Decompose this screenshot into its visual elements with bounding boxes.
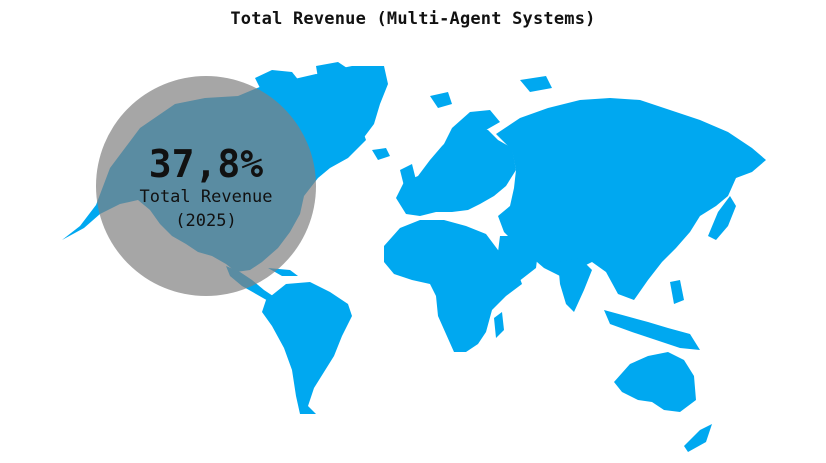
novaya-zemlya bbox=[520, 76, 552, 92]
stat-bubble: 37,8% Total Revenue (2025) bbox=[96, 76, 316, 296]
chart-title: Total Revenue (Multi-Agent Systems) bbox=[230, 9, 596, 29]
japan bbox=[708, 196, 736, 240]
india bbox=[558, 258, 592, 312]
uk bbox=[400, 164, 416, 186]
stat-label-line2: (2025) bbox=[175, 211, 237, 231]
south-america bbox=[262, 282, 352, 414]
arctic-islands bbox=[255, 70, 300, 92]
europe bbox=[396, 126, 516, 216]
stat-value: 37,8% bbox=[148, 142, 264, 186]
philippines bbox=[670, 280, 684, 304]
svalbard bbox=[430, 92, 452, 108]
iceland bbox=[372, 148, 390, 160]
arabia bbox=[498, 236, 538, 282]
stat-label-line1: Total Revenue bbox=[139, 187, 273, 207]
scandinavia bbox=[440, 110, 500, 160]
indonesia bbox=[604, 310, 700, 350]
madagascar bbox=[494, 312, 504, 338]
australia bbox=[614, 352, 696, 412]
new-zealand bbox=[684, 424, 712, 452]
greenland bbox=[296, 66, 388, 152]
africa bbox=[384, 220, 522, 352]
asia bbox=[496, 98, 766, 300]
